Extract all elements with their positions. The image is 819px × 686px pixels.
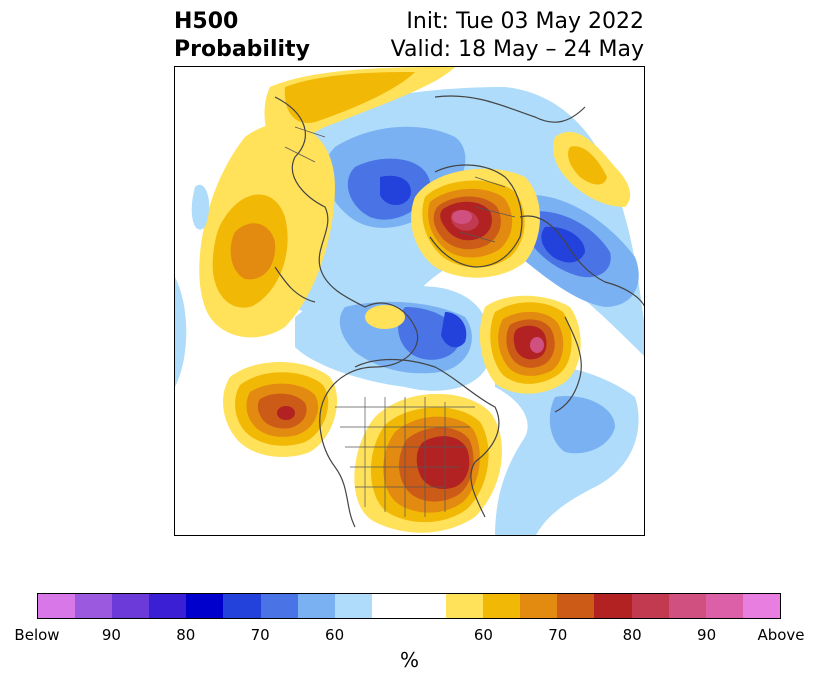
negative-anomaly-westedge	[175, 277, 187, 387]
colorbar-tick-label: 60	[325, 626, 345, 644]
positive-anomaly-pacific	[199, 123, 335, 338]
colorbar-segment	[557, 594, 595, 618]
positive-anomaly-siberia	[411, 168, 540, 278]
map-svg	[175, 67, 644, 535]
negative-anomaly-westsmall	[191, 184, 210, 230]
title-product: Probability	[174, 37, 310, 62]
colorbar-segment	[260, 594, 298, 618]
colorbar-segment	[297, 594, 335, 618]
colorbar-segment	[668, 594, 706, 618]
positive-anomaly-greenland	[479, 295, 581, 394]
colorbar-tick-label: 70	[250, 626, 270, 644]
colorbar-tick-label: 90	[101, 626, 121, 644]
title-variable: H500	[174, 9, 239, 34]
unit-label: %	[399, 648, 419, 672]
colorbar-segment	[371, 594, 447, 618]
positive-anomaly-eastpacific	[223, 362, 338, 457]
colorbar-tick-label: 90	[697, 626, 717, 644]
colorbar-ticks: Below 90 80 70 60 60 70 80 90 Above	[14, 626, 804, 646]
colorbar-segment	[483, 594, 521, 618]
colorbar-tick-label: Below	[14, 626, 60, 644]
positive-anomaly-small	[365, 305, 405, 329]
map-title: H500 Probability	[174, 8, 310, 64]
positive-anomaly-europe	[553, 131, 631, 207]
colorbar-segment	[631, 594, 669, 618]
colorbar-tick-label: 80	[622, 626, 642, 644]
colorbar-segment	[705, 594, 743, 618]
colorbar-tick-label: Above	[757, 626, 805, 644]
colorbar-segment	[149, 594, 187, 618]
state-borders	[284, 126, 516, 517]
colorbar-tick-label: 80	[176, 626, 196, 644]
probability-map	[174, 66, 645, 536]
colorbar	[37, 593, 781, 619]
colorbar-tick-label: 60	[473, 626, 493, 644]
negative-anomaly-atlantic	[495, 363, 639, 535]
colorbar-segment	[75, 594, 113, 618]
positive-anomaly-eastus	[354, 393, 502, 533]
positive-anomaly-north	[264, 67, 455, 157]
init-date: Init: Tue 03 May 2022	[406, 9, 644, 34]
colorbar-segment	[446, 594, 484, 618]
map-dates: Init: Tue 03 May 2022 Valid: 18 May – 24…	[391, 8, 644, 64]
coastlines	[274, 95, 644, 528]
colorbar-segment	[334, 594, 372, 618]
colorbar-segment	[38, 594, 76, 618]
valid-range: Valid: 18 May – 24 May	[390, 37, 644, 62]
colorbar-tick-label: 70	[548, 626, 568, 644]
colorbar-segment	[112, 594, 150, 618]
colorbar-segment	[186, 594, 224, 618]
colorbar-segment	[520, 594, 558, 618]
colorbar-segment	[223, 594, 261, 618]
colorbar-segment	[742, 594, 780, 618]
colorbar-segment	[594, 594, 632, 618]
negative-anomaly-canada	[295, 285, 491, 391]
